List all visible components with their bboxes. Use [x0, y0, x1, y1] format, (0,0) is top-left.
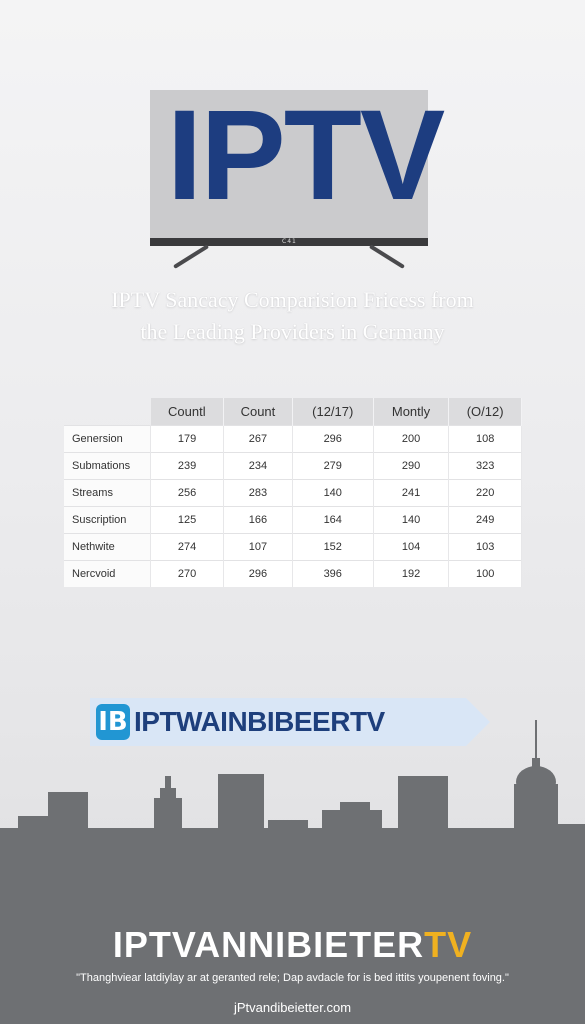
table-cell: 241 — [373, 479, 450, 507]
comparison-table: Countl Count (12/17) Montly (O/12) Gener… — [64, 398, 522, 587]
table-row: Suscription 125 166 164 140 249 — [64, 506, 522, 534]
table-cell: 103 — [448, 533, 522, 561]
table-cell: 296 — [223, 560, 293, 587]
table-cell: 140 — [373, 506, 450, 534]
table-cell: 239 — [150, 452, 225, 480]
table-cell: 179 — [150, 425, 225, 453]
table-cell: 140 — [292, 479, 374, 507]
tv-screen — [150, 90, 428, 245]
footer-brand: IPTVANNIBIETERTV — [0, 924, 585, 966]
column-header: Count — [223, 398, 293, 426]
row-label: Nercvoid — [64, 560, 151, 587]
brand-banner — [90, 698, 490, 746]
table-cell: 396 — [292, 560, 374, 587]
row-label: Submations — [64, 452, 151, 480]
table-cell: 296 — [292, 425, 374, 453]
table-cell: 274 — [150, 533, 225, 561]
table-cell: 220 — [448, 479, 522, 507]
table-cell: 323 — [448, 452, 522, 480]
table-corner — [64, 398, 151, 426]
tv-brand-label: C41 — [282, 238, 297, 245]
footer-url: jPtvandibeietter.com — [233, 1000, 352, 1015]
tv-leg-right — [368, 244, 405, 269]
table-cell: 249 — [448, 506, 522, 534]
column-header: Countl — [150, 398, 225, 426]
row-label: Streams — [64, 479, 151, 507]
column-header: (O/12) — [448, 398, 522, 426]
row-label: Nethwite — [64, 533, 151, 561]
brand-logo-icon: IB — [96, 704, 130, 740]
table-cell: 283 — [223, 479, 293, 507]
column-header: (12/17) — [292, 398, 374, 426]
column-header: Montly — [373, 398, 450, 426]
table-cell: 290 — [373, 452, 450, 480]
table-row: Nethwite 274 107 152 104 103 — [64, 533, 522, 561]
city-skyline-illustration — [0, 720, 585, 1024]
headline: IPTV Sancacy Comparision Fricess from th… — [40, 284, 545, 348]
tv-bezel — [150, 238, 428, 246]
table-cell: 256 — [150, 479, 225, 507]
table-cell: 270 — [150, 560, 225, 587]
table-header-row: Countl Count (12/17) Montly (O/12) — [64, 398, 522, 426]
table-cell: 104 — [373, 533, 450, 561]
table-cell: 279 — [292, 452, 374, 480]
tv-leg-left — [173, 244, 210, 269]
table-cell: 125 — [150, 506, 225, 534]
table-row: Genersion 179 267 296 200 108 — [64, 425, 522, 453]
table-cell: 108 — [448, 425, 522, 453]
table-cell: 234 — [223, 452, 293, 480]
table-cell: 200 — [373, 425, 450, 453]
table-cell: 152 — [292, 533, 374, 561]
table-cell: 100 — [448, 560, 522, 587]
table-row: Submations 239 234 279 290 323 — [64, 452, 522, 480]
table-cell: 164 — [292, 506, 374, 534]
table-cell: 192 — [373, 560, 450, 587]
row-label: Suscription — [64, 506, 151, 534]
table-row: Nercvoid 270 296 396 192 100 — [64, 560, 522, 587]
table-cell: 267 — [223, 425, 293, 453]
footer-tagline: "Thanghviear latdiylay ar at geranted re… — [76, 972, 509, 984]
row-label: Genersion — [64, 425, 151, 453]
headline-line-1: IPTV Sancacy Comparision Fricess from — [111, 287, 474, 312]
table-cell: 166 — [223, 506, 293, 534]
footer-brand-main: IPTVANNIBIETER — [112, 924, 425, 965]
headline-line-2: the Leading Providers in Germany — [140, 319, 445, 344]
footer-brand-accent: TV — [424, 924, 473, 965]
banner-brand-text: IPTWAINBIBEERTV — [134, 706, 385, 737]
tv-logo-text: IPTV — [166, 84, 446, 227]
table-row: Streams 256 283 140 241 220 — [64, 479, 522, 507]
table-cell: 107 — [223, 533, 293, 561]
